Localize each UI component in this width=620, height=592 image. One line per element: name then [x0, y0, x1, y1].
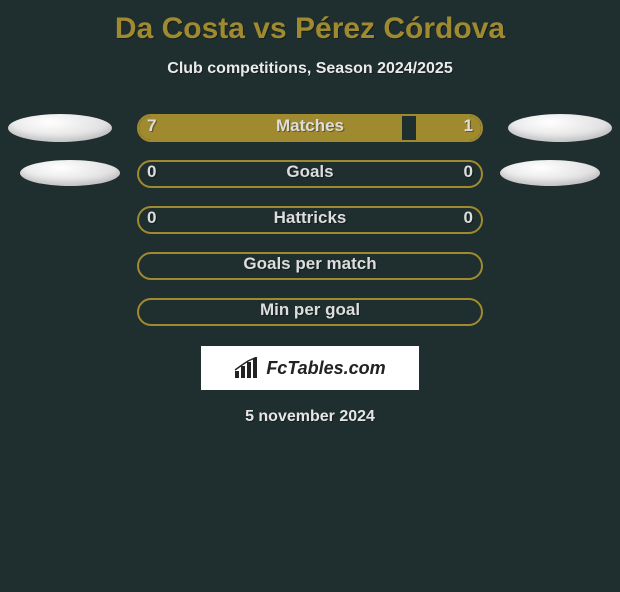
player-left-logo	[8, 114, 112, 142]
stats-chart: Matches71Goals00Hattricks00Goals per mat…	[0, 106, 620, 336]
stat-row: Goals per match	[0, 244, 620, 290]
stat-row: Matches71	[0, 106, 620, 152]
stat-bar	[137, 298, 483, 326]
stat-value-right: 0	[464, 162, 473, 182]
stat-row: Goals00	[0, 152, 620, 198]
stat-bar	[137, 114, 483, 142]
stat-value-right: 0	[464, 208, 473, 228]
stat-value-left: 0	[147, 208, 156, 228]
stat-row: Min per goal	[0, 290, 620, 336]
stat-value-left: 0	[147, 162, 156, 182]
page-title: Da Costa vs Pérez Córdova	[0, 12, 620, 46]
stat-bar	[137, 252, 483, 280]
bars-icon	[234, 357, 260, 379]
player-left-logo	[20, 160, 120, 186]
stat-value-right: 1	[464, 116, 473, 136]
brand-logo: FcTables.com	[201, 346, 419, 390]
subtitle: Club competitions, Season 2024/2025	[0, 60, 620, 78]
player-right-logo	[500, 160, 600, 186]
stat-value-left: 7	[147, 116, 156, 136]
stat-row: Hattricks00	[0, 198, 620, 244]
stat-bar	[137, 160, 483, 188]
brand-text: FcTables.com	[266, 358, 385, 379]
stat-bar-left-fill	[139, 116, 402, 140]
player-right-logo	[508, 114, 612, 142]
stat-bar	[137, 206, 483, 234]
date-text: 5 november 2024	[0, 408, 620, 426]
